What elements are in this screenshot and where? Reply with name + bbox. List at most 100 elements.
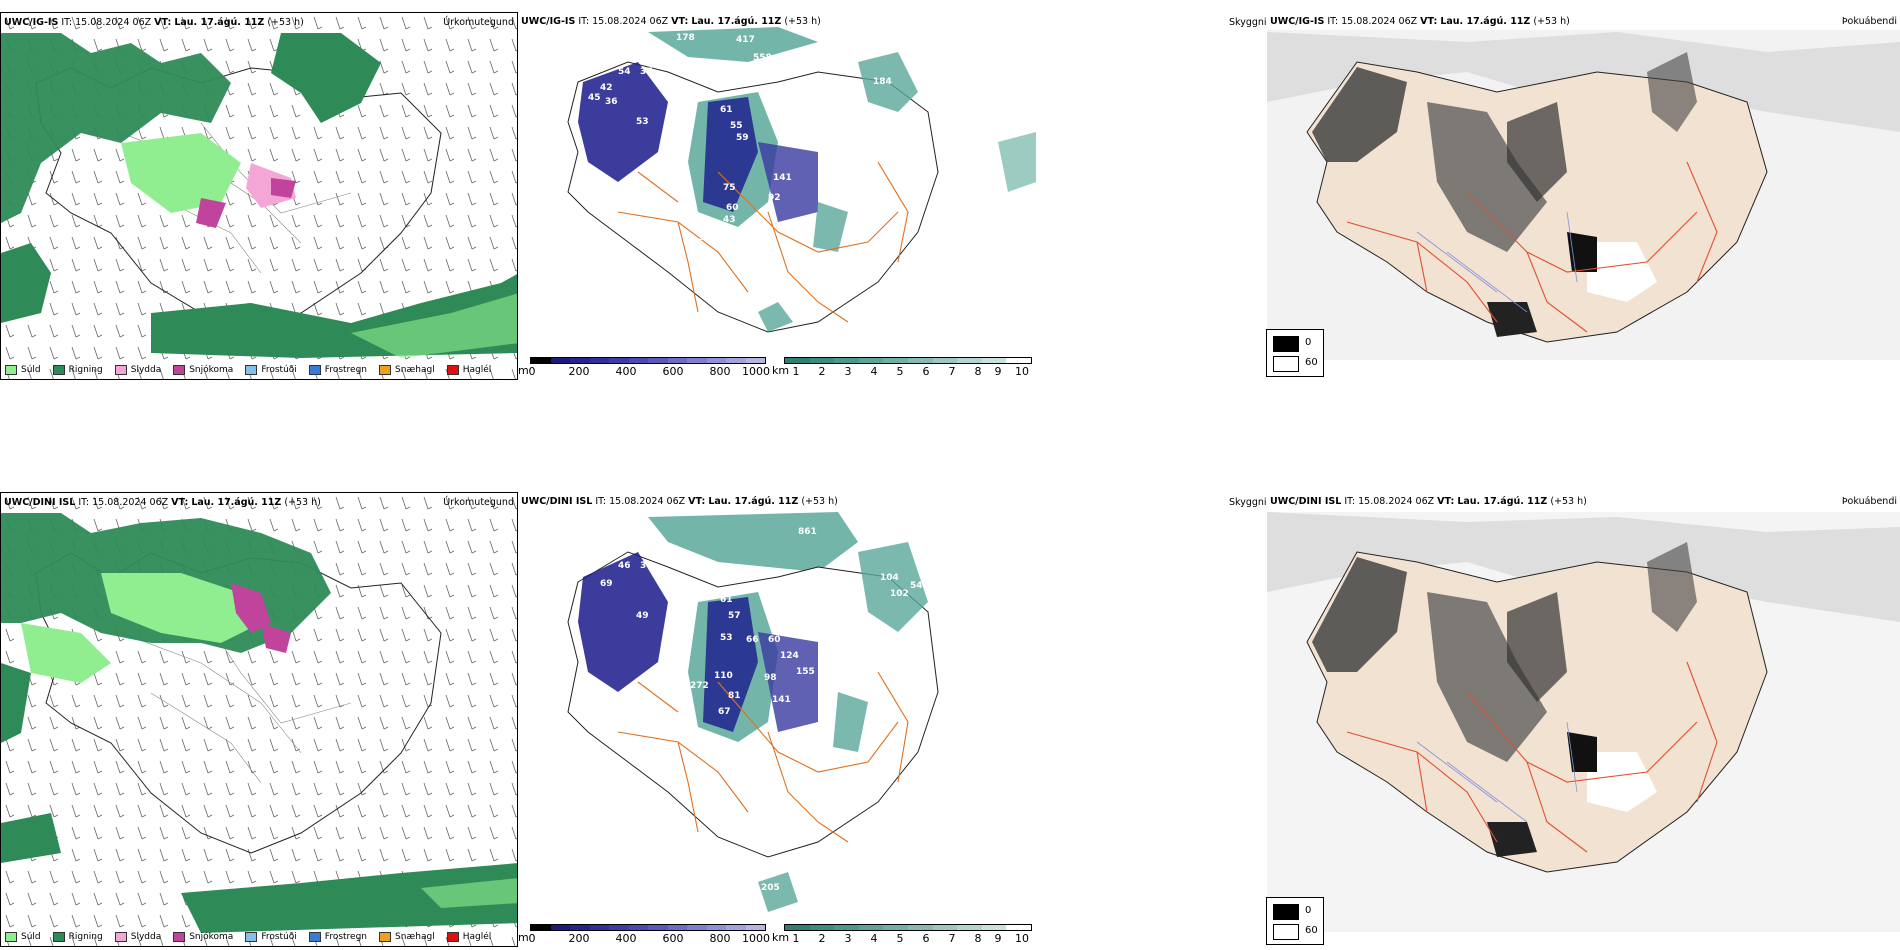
ceiling-unit: m bbox=[518, 364, 529, 377]
panel-title: UWC/DINI ISL IT: 15.08.2024 06Z VT: Lau.… bbox=[4, 497, 321, 508]
ceiling-colorbar: m 0 200 400 600 800 1000 bbox=[518, 357, 770, 379]
ceiling-value-label: 51 bbox=[668, 97, 681, 107]
fog-legend-high: 60 bbox=[1305, 357, 1318, 368]
precip-legend: Súld Rigning Slydda Snjókoma Frostúði Fr… bbox=[5, 365, 491, 375]
visibility-unit: km bbox=[772, 931, 790, 944]
visibility-colorbar-gradient bbox=[784, 357, 1032, 364]
field-name: Úrkomutegund bbox=[443, 497, 514, 508]
legend-item: Rigning bbox=[52, 932, 103, 942]
ceiling-tick: 1000 bbox=[742, 365, 770, 378]
fog-legend-dark bbox=[1273, 336, 1299, 352]
fog-panel-row2: UWC/DINI ISL IT: 15.08.2024 06Z VT: Lau.… bbox=[1267, 492, 1900, 947]
ceiling-colorbar: m 0 200 400 600 800 1000 bbox=[518, 924, 770, 946]
legend-swatch bbox=[114, 932, 127, 942]
ceiling-value-label: 104 bbox=[880, 573, 899, 583]
ceiling-unit: m bbox=[518, 931, 529, 944]
visibility-tick: 10 bbox=[1015, 365, 1029, 378]
ceiling-tick: 800 bbox=[709, 932, 731, 945]
ceiling-value-label: 66 bbox=[746, 635, 759, 645]
visibility-tick: 3 bbox=[844, 365, 852, 378]
precip-panel-row2: UWC/DINI ISL IT: 15.08.2024 06Z VT: Lau.… bbox=[0, 492, 518, 947]
legend-swatch bbox=[5, 365, 17, 375]
ceiling-value-label: 64 bbox=[648, 193, 661, 203]
ceiling-value-label: 141 bbox=[773, 173, 792, 183]
ceiling-value-label: 45 bbox=[588, 93, 601, 103]
ceiling-value-label: 57 bbox=[728, 611, 741, 621]
field-name: Skyggni bbox=[1229, 497, 1267, 508]
legend-item: Haglél bbox=[446, 932, 491, 942]
field-name: Þokuábendi bbox=[1841, 496, 1897, 507]
visibility-tick: 4 bbox=[870, 932, 878, 945]
ceiling-value-label: 54 bbox=[910, 581, 923, 591]
legend-swatch bbox=[308, 932, 321, 942]
cloud-panel-row2: UWC/DINI ISL IT: 15.08.2024 06Z VT: Lau.… bbox=[518, 492, 1036, 947]
ceiling-visibility-map: 861 39 46 37 69 46 49 61 57 53 66 60 124… bbox=[567, 512, 939, 912]
visibility-tick: 6 bbox=[922, 932, 930, 945]
legend-item: Snjókoma bbox=[173, 365, 233, 375]
field-name: Úrkomutegund bbox=[443, 17, 514, 28]
visibility-tick: 9 bbox=[994, 365, 1002, 378]
legend-item: Súld bbox=[5, 365, 41, 375]
visibility-colorbar-gradient bbox=[784, 924, 1032, 931]
ceiling-value-label: 75 bbox=[723, 183, 736, 193]
fog-legend-dark bbox=[1273, 904, 1299, 920]
visibility-tick: 7 bbox=[948, 365, 956, 378]
fog-map bbox=[1267, 30, 1900, 360]
ceiling-value-label: 50 bbox=[631, 47, 644, 57]
ceiling-value-label: 37 bbox=[640, 67, 653, 77]
panel-title: UWC/DINI ISL IT: 15.08.2024 06Z VT: Lau.… bbox=[521, 496, 838, 507]
legend-item: Rigning bbox=[52, 365, 103, 375]
ceiling-value-label: 53 bbox=[720, 633, 733, 643]
legend-swatch bbox=[379, 365, 392, 375]
legend-item: Frostúði bbox=[245, 932, 297, 942]
cloud-panel-row1: UWC/IG-IS IT: 15.08.2024 06Z VT: Lau. 17… bbox=[518, 12, 1036, 380]
ceiling-value-label: 57 bbox=[680, 187, 693, 197]
field-name: Þokuábendi bbox=[1841, 16, 1897, 27]
fog-legend-row1: 0 60 bbox=[1266, 329, 1324, 377]
precip-map bbox=[1, 13, 517, 379]
visibility-tick: 5 bbox=[896, 365, 904, 378]
ceiling-value-label: 37 bbox=[640, 561, 653, 571]
visibility-tick: 6 bbox=[922, 365, 930, 378]
ceiling-value-label: 60 bbox=[726, 203, 739, 213]
ceiling-value-label: 124 bbox=[780, 651, 799, 661]
panel-title: UWC/DINI ISL IT: 15.08.2024 06Z VT: Lau.… bbox=[1270, 496, 1587, 507]
legend-item: Snjókoma bbox=[173, 932, 233, 942]
ceiling-colorbar-gradient bbox=[530, 924, 766, 931]
legend-swatch bbox=[173, 932, 186, 942]
ceiling-value-label: 98 bbox=[764, 673, 777, 683]
visibility-tick: 2 bbox=[818, 365, 826, 378]
ceiling-value-label: 89 bbox=[660, 691, 673, 701]
legend-swatch bbox=[446, 932, 459, 942]
legend-item: Slydda bbox=[114, 932, 161, 942]
ceiling-value-label: 38 bbox=[698, 233, 711, 243]
ceiling-value-label: 49 bbox=[636, 611, 649, 621]
ceiling-tick: 800 bbox=[709, 365, 731, 378]
fog-legend-high: 60 bbox=[1305, 925, 1318, 936]
legend-item: Snæhagl bbox=[379, 932, 435, 942]
fog-legend-light bbox=[1273, 924, 1299, 940]
ceiling-value-label: 55 bbox=[730, 121, 743, 131]
visibility-tick: 2 bbox=[818, 932, 826, 945]
visibility-tick: 8 bbox=[974, 365, 982, 378]
precip-legend: Súld Rigning Slydda Snjókoma Frostúði Fr… bbox=[5, 932, 491, 942]
ceiling-value-label: 178 bbox=[676, 33, 695, 43]
ceiling-value-label: 861 bbox=[798, 527, 817, 537]
ceiling-value-label: 205 bbox=[761, 883, 780, 893]
legend-swatch bbox=[379, 932, 392, 942]
legend-item: Frostregn bbox=[308, 932, 367, 942]
legend-swatch bbox=[245, 932, 258, 942]
ceiling-value-label: 184 bbox=[873, 77, 892, 87]
visibility-tick: 5 bbox=[896, 932, 904, 945]
legend-item: Frostregn bbox=[308, 365, 367, 375]
ceiling-value-label: 92 bbox=[768, 193, 781, 203]
ceiling-colorbar-gradient bbox=[530, 357, 766, 364]
ceiling-value-label: 81 bbox=[856, 671, 869, 681]
legend-item: Haglél bbox=[446, 365, 491, 375]
field-name: Skyggni bbox=[1229, 17, 1267, 28]
ceiling-tick: 200 bbox=[568, 365, 590, 378]
ceiling-value-label: 39 bbox=[630, 539, 643, 549]
precip-map bbox=[1, 493, 517, 946]
legend-swatch bbox=[114, 365, 127, 375]
legend-item: Súld bbox=[5, 932, 41, 942]
